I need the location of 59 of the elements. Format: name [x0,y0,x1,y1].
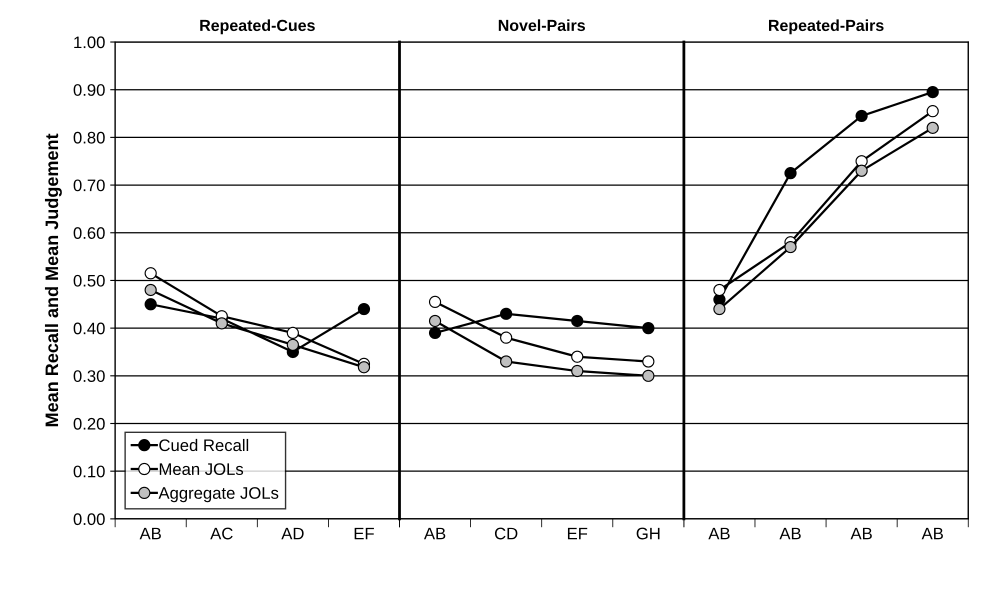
y-tick-label: 0.20 [74,418,105,430]
y-tick-label: 0.70 [74,179,105,192]
point [713,302,726,316]
x-tick-label: AB [424,528,446,540]
point [500,355,512,368]
point [571,364,584,378]
point [642,370,654,382]
x-tick-label: EF [354,528,374,540]
point [428,326,442,340]
x-tick-label: EF [568,528,588,540]
y-tick-label: 0.80 [74,132,105,144]
y-tick-label: 0.40 [74,322,105,334]
point [428,296,442,308]
point [784,240,797,254]
legend-label: Mean JOLs [160,463,244,476]
point [216,317,228,330]
x-tick-label: AC [210,528,233,540]
legend-label: Aggregate JOLs [158,487,278,502]
y-tick-label: 0.60 [74,227,105,239]
x-tick-label: AD [281,528,304,540]
point [500,332,512,344]
x-tick-label: AB [850,528,872,540]
x-tick-label: AB [922,528,943,540]
x-tick-label: AB [779,528,801,540]
point [144,284,157,296]
point [926,105,939,118]
point [571,314,584,328]
y-axis-title: Mean Recall and Mean Judgement [44,134,62,426]
point [500,308,512,320]
legend-label: Cued Recall [159,438,248,452]
point [642,355,654,368]
chart-title: Repeated-Pairs [768,19,884,34]
y-tick-label: 0.00 [74,513,105,526]
point [286,338,299,351]
y-tick-label: 0.50 [74,274,105,287]
chart-title: Novel-Pairs [498,19,585,32]
point [144,267,157,280]
point [358,302,370,316]
x-tick-label: AB [140,528,161,540]
chart-title: Repeated-Cues [200,19,315,34]
y-tick-label: 0.10 [74,466,105,478]
y-tick-label: 0.30 [74,370,105,382]
x-tick-label: AB [708,528,730,540]
point [713,284,726,296]
point [856,110,868,122]
point [926,122,939,134]
point [571,350,584,363]
point [784,167,797,180]
x-tick-label: CD [494,528,518,540]
point [358,361,370,374]
y-tick-label: 0.90 [74,84,105,96]
point [428,314,442,328]
point [856,164,868,177]
point [144,298,157,310]
y-tick-label: 1.00 [74,36,105,48]
point [286,326,299,340]
point [642,322,654,334]
point [926,86,939,98]
x-tick-label: GH [636,528,660,540]
